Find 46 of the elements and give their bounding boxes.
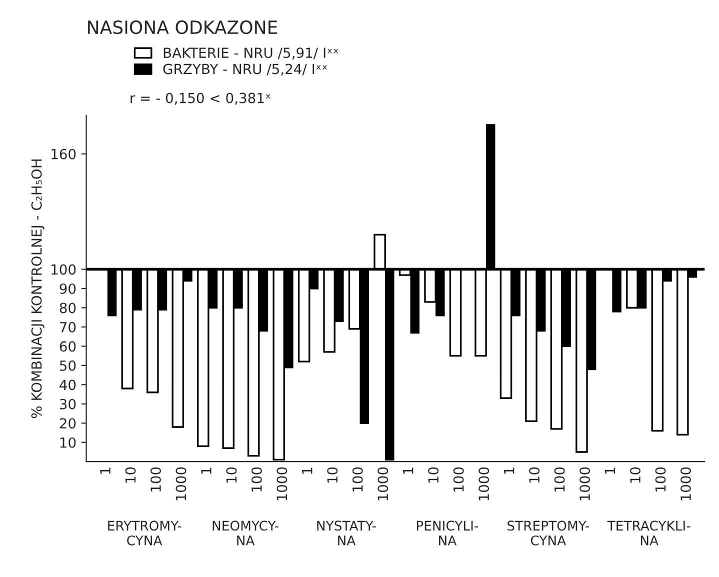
x-tick-label: 10 [630,467,641,483]
x-tick-label: 1 [504,468,514,474]
y-tick-label: 70 [60,322,76,332]
x-tick-label: 1 [604,468,616,474]
text: ERYTROMY- CYNA [108,520,182,546]
y-tick-label: 10 [60,437,76,448]
y-tick-label: 20 [60,418,76,429]
x-tick-label: 100 [655,467,666,492]
legend-label: BAKTERIE - NRU /5,91/ Iˣˣ [164,48,338,60]
x-tick-label: 100 [352,467,363,492]
y-tick-label: 160 [52,148,76,160]
x-tick-label: 1000 [580,467,590,500]
x-tick-label: 1 [403,468,414,474]
x-tick-label: 10 [226,467,237,483]
x-tick-label: 100 [150,467,161,492]
legend-label: GRZYBY - NRU /5,24/ Iˣˣ [163,64,328,76]
y-tick-label: 30 [60,398,76,410]
x-tick-label: 10 [529,467,540,483]
x-tick-label: 100 [453,467,464,492]
x-tick-label: 10 [428,467,439,483]
x-tick-label: 1000 [176,467,186,500]
text: TETRACYKLI- NA [607,520,690,546]
y-tick-label: 90 [60,283,76,294]
x-tick-label: 1 [100,468,110,474]
text: STREPTOMY- CYNA [508,520,589,546]
x-tick-label: 1000 [378,467,388,500]
y-tick-label: 50 [60,360,76,371]
x-tick-label: 100 [554,467,565,492]
x-tick-label: 1 [302,468,312,474]
x-tick-label: 10 [125,467,136,483]
x-tick-label: 1000 [478,467,490,500]
text: NYSTATY- NA [317,520,376,546]
text: PENICYLI- NA [416,520,478,546]
x-tick-label: 1 [201,468,212,474]
y-axis-title: % KOMBINACJI KONTROLNEJ - C₂H₅OH [31,160,44,418]
x-tick-label: 100 [251,467,262,492]
x-tick-label: 1000 [680,467,691,500]
y-tick-label: 100 [52,264,76,275]
text: NEOMYCY- NA [212,520,278,546]
chart-title: NASIONA ODKAZONE [88,20,278,34]
text: r = - 0,150 < 0,381ˣ [130,92,270,105]
y-tick-label: 80 [60,302,76,314]
x-tick-label: 1000 [276,467,288,500]
y-tick-label: 60 [60,341,76,352]
x-tick-label: 10 [327,467,338,483]
y-tick-label: 40 [60,380,76,390]
